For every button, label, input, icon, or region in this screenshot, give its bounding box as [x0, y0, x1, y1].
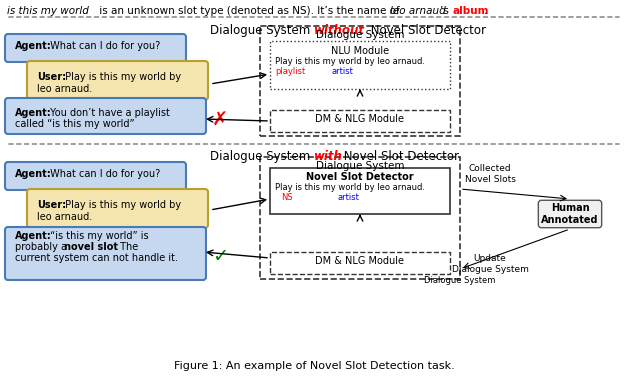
Text: current system can not handle it.: current system can not handle it.: [15, 253, 178, 263]
Text: What can I do for you?: What can I do for you?: [47, 41, 160, 51]
Text: NS: NS: [281, 194, 293, 202]
Text: artist: artist: [338, 194, 360, 202]
Text: Play is this my world by leo arnaud.: Play is this my world by leo arnaud.: [275, 184, 425, 192]
FancyBboxPatch shape: [5, 227, 206, 280]
Text: Update
Dialogue System: Update Dialogue System: [452, 254, 528, 274]
Text: novel slot: novel slot: [64, 242, 118, 252]
Text: Play is this my world by: Play is this my world by: [62, 72, 181, 82]
Text: Play is this my world by: Play is this my world by: [62, 200, 181, 210]
Text: Agent:: Agent:: [15, 108, 51, 118]
Text: probably a: probably a: [15, 242, 70, 252]
Text: with: with: [314, 150, 343, 163]
FancyBboxPatch shape: [5, 34, 186, 62]
Text: leo arnaud.: leo arnaud.: [37, 212, 92, 222]
Text: ’s: ’s: [440, 6, 452, 16]
FancyBboxPatch shape: [27, 61, 208, 100]
Text: You don’t have a playlist: You don’t have a playlist: [47, 108, 170, 118]
Text: DM & NLG Module: DM & NLG Module: [315, 114, 404, 124]
Text: Novel Slot Detector: Novel Slot Detector: [340, 150, 459, 163]
FancyBboxPatch shape: [5, 162, 186, 190]
Text: User:: User:: [37, 72, 66, 82]
FancyBboxPatch shape: [27, 189, 208, 228]
Text: Dialogue System: Dialogue System: [210, 24, 314, 37]
Text: artist: artist: [332, 68, 354, 76]
Text: . The: . The: [114, 242, 138, 252]
Text: Dialogue System: Dialogue System: [210, 150, 314, 163]
Text: album: album: [453, 6, 489, 16]
Text: DM & NLG Module: DM & NLG Module: [315, 256, 404, 266]
Text: is an unknown slot type (denoted as NS). It’s the name of: is an unknown slot type (denoted as NS).…: [96, 6, 403, 16]
Text: Agent:: Agent:: [15, 231, 51, 241]
Text: is this my world: is this my world: [7, 6, 89, 16]
Text: Agent:: Agent:: [15, 41, 51, 51]
Text: .: .: [484, 6, 487, 16]
Text: What can I do for you?: What can I do for you?: [47, 169, 160, 179]
Text: Collected
Novel Slots: Collected Novel Slots: [465, 164, 516, 184]
Text: Dialogue System: Dialogue System: [425, 276, 495, 285]
Text: Dialogue System: Dialogue System: [316, 161, 404, 171]
Text: playlist: playlist: [275, 68, 305, 76]
FancyBboxPatch shape: [270, 168, 450, 214]
Text: called “is this my world”: called “is this my world”: [15, 119, 134, 129]
Text: “is this my world” is: “is this my world” is: [47, 231, 149, 241]
Text: User:: User:: [37, 200, 66, 210]
Text: NLU Module: NLU Module: [331, 46, 389, 56]
FancyBboxPatch shape: [5, 98, 206, 134]
Text: Play is this my world by leo arnaud.: Play is this my world by leo arnaud.: [275, 58, 425, 66]
Text: without: without: [314, 24, 365, 37]
Text: Novel Slot Detector: Novel Slot Detector: [306, 172, 414, 182]
Text: leo arnaud: leo arnaud: [390, 6, 446, 16]
Text: Dialogue System: Dialogue System: [316, 30, 404, 40]
Text: leo arnaud.: leo arnaud.: [37, 84, 92, 94]
Text: Figure 1: An example of Novel Slot Detection task.: Figure 1: An example of Novel Slot Detec…: [173, 361, 455, 371]
Text: Novel Slot Detector: Novel Slot Detector: [367, 24, 486, 37]
Text: Agent:: Agent:: [15, 169, 51, 179]
Text: Human
Annotated: Human Annotated: [541, 203, 598, 225]
Text: ✓: ✓: [212, 247, 229, 265]
Text: ✗: ✗: [212, 111, 229, 129]
